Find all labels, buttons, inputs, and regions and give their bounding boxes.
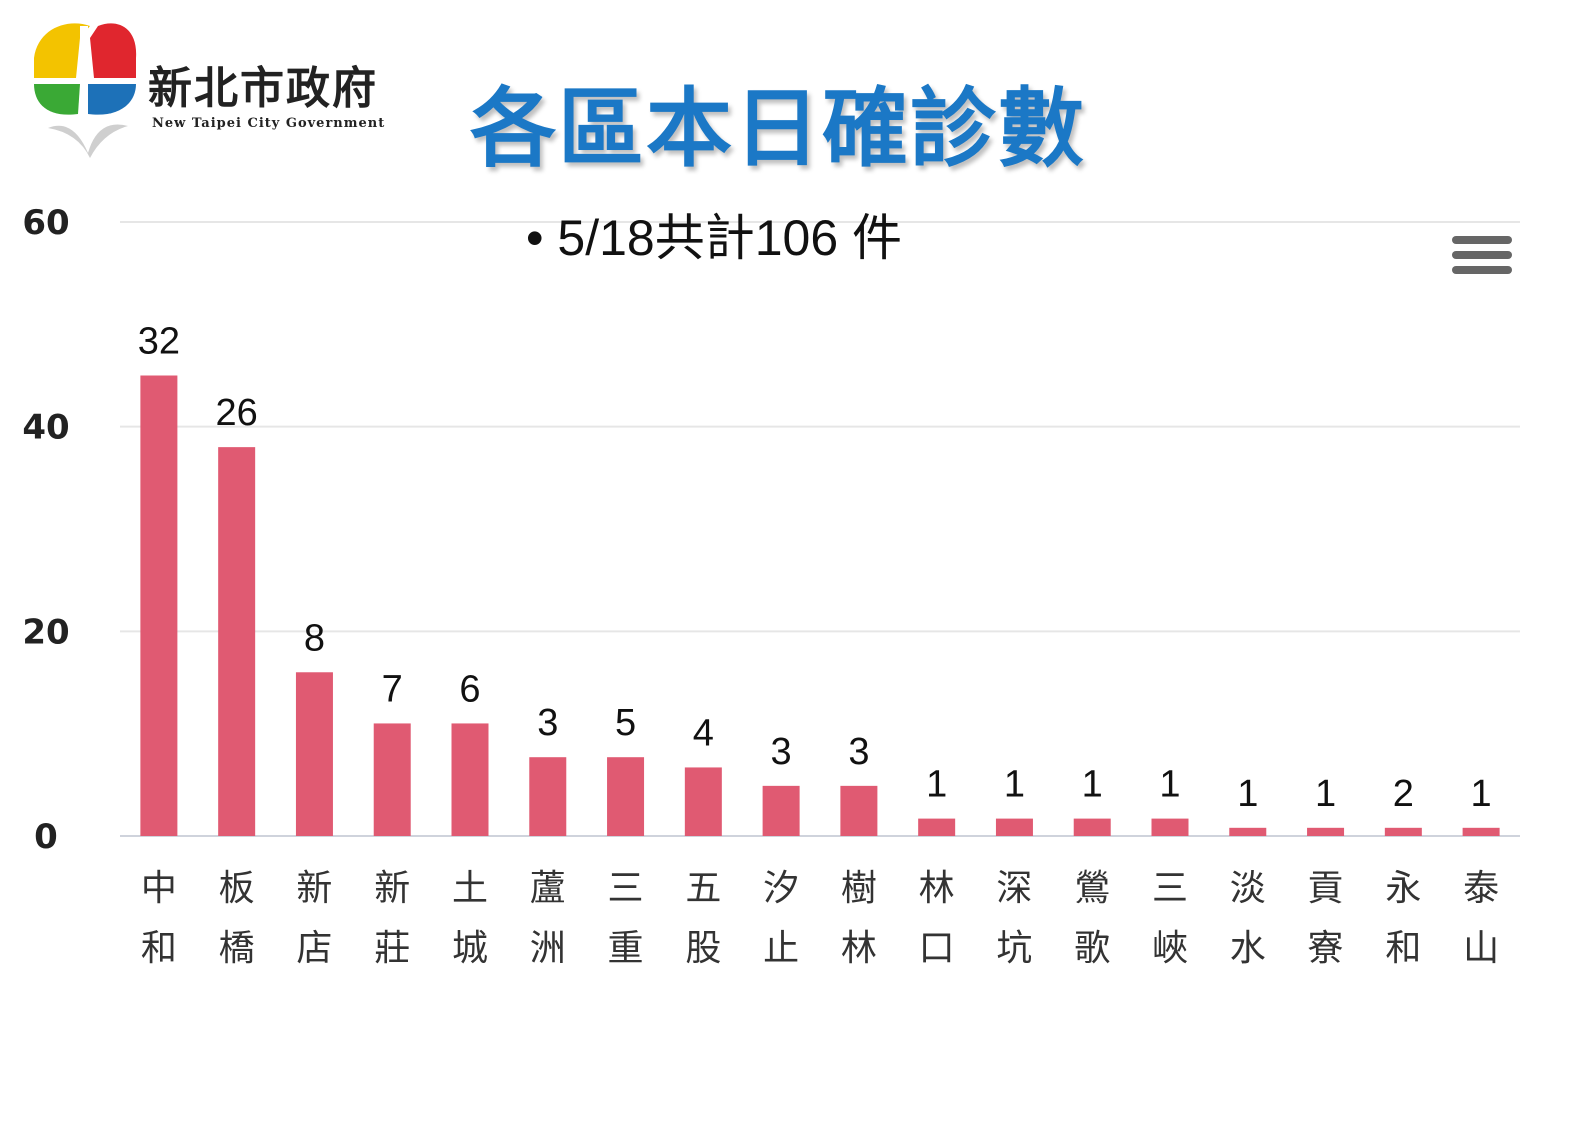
data-label: 1 [1082,764,1103,806]
data-label: 3 [771,731,792,773]
data-label: 1 [1159,764,1180,806]
data-label: 1 [1471,773,1492,815]
hamburger-menu-icon[interactable] [1452,236,1512,286]
data-label: 5 [615,702,636,744]
x-tick-label: 汐 [763,868,799,909]
x-tick-label: 新 [296,868,332,909]
x-tick-label: 林 [919,868,955,909]
data-label: 4 [693,712,714,754]
x-tick-label: 永 [1385,868,1421,909]
bar [840,785,878,836]
bar [1384,827,1422,836]
new-taipei-logo [28,18,448,168]
x-tick-label: 三 [608,868,644,909]
x-tick-label: 深 [996,868,1032,909]
bar [684,767,722,836]
x-tick-label: 橋 [219,928,255,969]
bar [607,757,645,836]
x-tick-label: 歌 [1074,928,1110,969]
x-tick-label: 新 [374,868,410,909]
data-label: 32 [138,321,180,363]
bar [762,785,800,836]
x-tick-label: 樹 [841,868,877,909]
x-tick-label: 和 [1385,928,1421,969]
bar [140,375,178,836]
x-tick-label: 三 [1152,868,1188,909]
x-tick-label: 山 [1463,928,1499,969]
logo-emblem-icon [32,23,140,158]
bar [218,447,256,836]
logo-name-en: New Taipei City Government [152,116,386,131]
x-tick-label: 寮 [1308,928,1344,969]
data-label: 1 [1315,773,1336,815]
x-tick-label: 坑 [996,928,1032,969]
x-tick-label: 泰 [1463,868,1499,909]
logo-name-cn: 新北市政府 [148,63,378,114]
x-tick-label: 股 [685,928,721,969]
chart-subtitle: • 5/18共計106 件 [526,210,903,266]
y-tick-label: 20 [22,612,69,652]
data-label: 1 [1237,773,1258,815]
bar [1073,818,1111,836]
x-tick-label: 中 [141,868,177,909]
y-tick-label: 40 [22,408,69,448]
y-tick-label: 0 [34,817,58,857]
bar [451,723,489,836]
bar [1462,827,1500,836]
data-label: 2 [1393,773,1414,815]
bar [1307,827,1345,836]
x-tick-label: 店 [296,928,332,969]
x-tick-label: 土 [452,868,488,909]
x-tick-label: 五 [685,868,721,909]
x-tick-label: 蘆 [530,868,566,909]
bar [295,672,333,836]
data-label: 3 [848,731,869,773]
x-tick-label: 和 [141,928,177,969]
page-title: 各區本日確診數 [470,79,1086,179]
bar [529,757,567,836]
data-label: 1 [1004,764,1025,806]
x-tick-label: 重 [608,928,644,969]
x-tick-label: 鶯 [1074,868,1110,909]
bar [918,818,956,836]
x-tick-label: 板 [219,868,255,909]
x-tick-label: 水 [1230,928,1266,969]
data-label: 26 [216,392,258,434]
x-tick-label: 城 [452,928,488,969]
y-tick-label: 60 [22,203,69,243]
x-tick-label: 口 [919,928,955,969]
data-label: 8 [304,617,325,659]
x-tick-label: 貢 [1308,868,1344,909]
bar [1229,827,1267,836]
data-label: 6 [459,668,480,710]
data-label: 1 [926,764,947,806]
bar [995,818,1033,836]
x-tick-label: 林 [841,928,877,969]
data-label: 7 [382,668,403,710]
bar [1151,818,1189,836]
x-tick-label: 莊 [374,928,410,969]
x-tick-label: 洲 [530,928,566,969]
data-label: 3 [537,702,558,744]
x-tick-label: 峽 [1152,928,1188,969]
x-tick-label: 淡 [1230,868,1266,909]
bar [373,723,411,836]
x-tick-label: 止 [763,928,799,969]
